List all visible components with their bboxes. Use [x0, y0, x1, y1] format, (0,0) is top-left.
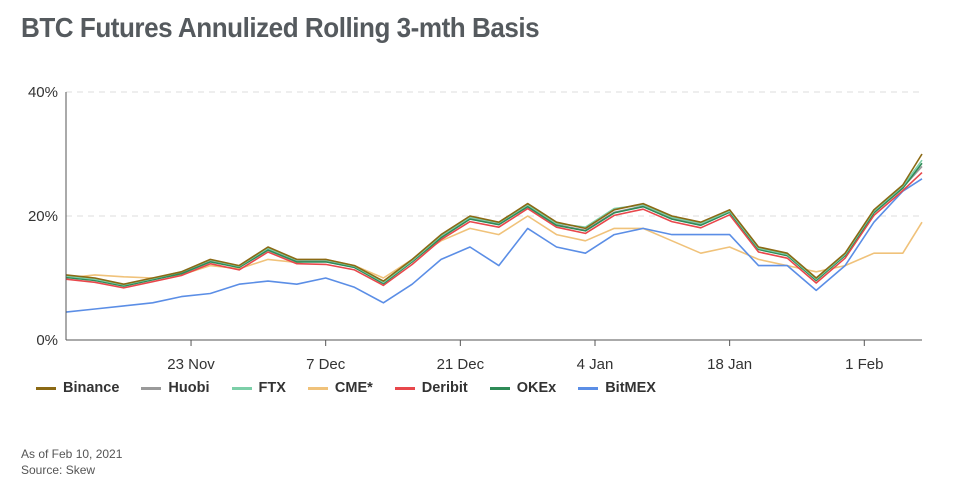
legend-label: OKEx	[516, 380, 557, 396]
series-line-binance	[65, 153, 923, 286]
y-axis-ticks: 0% 20% 40%	[28, 84, 58, 349]
series-line-okex	[65, 162, 923, 287]
series-lines	[65, 153, 923, 313]
legend-label: Binance	[63, 380, 120, 396]
legend: Binance Huobi FTX CME* Deribit OKEx BitMEX	[36, 380, 678, 396]
source-note: Source: Skew	[21, 463, 96, 477]
btc-basis-line-chart: 0% 20% 40% 23 Nov 7 Dec 21 Dec 4 Jan 18 Jan 1 F…	[28, 84, 923, 373]
series-line-deribit	[65, 172, 923, 289]
legend-item-cme: CME*	[307, 380, 373, 396]
chart-title: BTC Futures Annulized Rolling 3-mth Basi…	[21, 12, 540, 43]
x-axis-ticks: 23 Nov 7 Dec 21 Dec 4 Jan 18 Jan 1 Feb	[167, 340, 883, 373]
legend-swatch	[141, 386, 162, 390]
legend-swatch	[307, 386, 328, 390]
legend-item-bitmex: BitMEX	[578, 380, 656, 396]
legend-swatch	[489, 386, 510, 390]
x-tick-label: 18 Jan	[707, 356, 752, 373]
legend-item-ftx: FTX	[231, 380, 286, 396]
x-tick-label: 1 Feb	[845, 356, 883, 373]
legend-item-huobi: Huobi	[141, 380, 210, 396]
y-tick-label: 20%	[28, 208, 58, 225]
as-of-note: As of Feb 10, 2021	[21, 447, 123, 461]
legend-swatch	[394, 386, 415, 390]
legend-label: FTX	[258, 380, 286, 396]
x-tick-label: 7 Dec	[306, 356, 346, 373]
y-tick-label: 0%	[36, 332, 58, 349]
x-tick-label: 23 Nov	[167, 356, 215, 373]
x-tick-label: 21 Dec	[437, 356, 485, 373]
legend-label: Huobi	[168, 380, 210, 396]
legend-item-okex: OKEx	[489, 380, 557, 396]
legend-label: Deribit	[421, 380, 468, 396]
legend-label: BitMEX	[605, 380, 656, 396]
gridlines	[66, 91, 922, 217]
legend-swatch	[231, 386, 252, 390]
legend-swatch	[36, 386, 56, 390]
legend-swatch	[578, 386, 599, 390]
y-tick-label: 40%	[28, 84, 58, 101]
series-line-bitmex	[65, 178, 923, 313]
legend-item-deribit: Deribit	[394, 380, 468, 396]
legend-label: CME*	[334, 380, 373, 396]
x-tick-label: 4 Jan	[577, 356, 614, 373]
legend-item-binance: Binance	[36, 380, 119, 396]
